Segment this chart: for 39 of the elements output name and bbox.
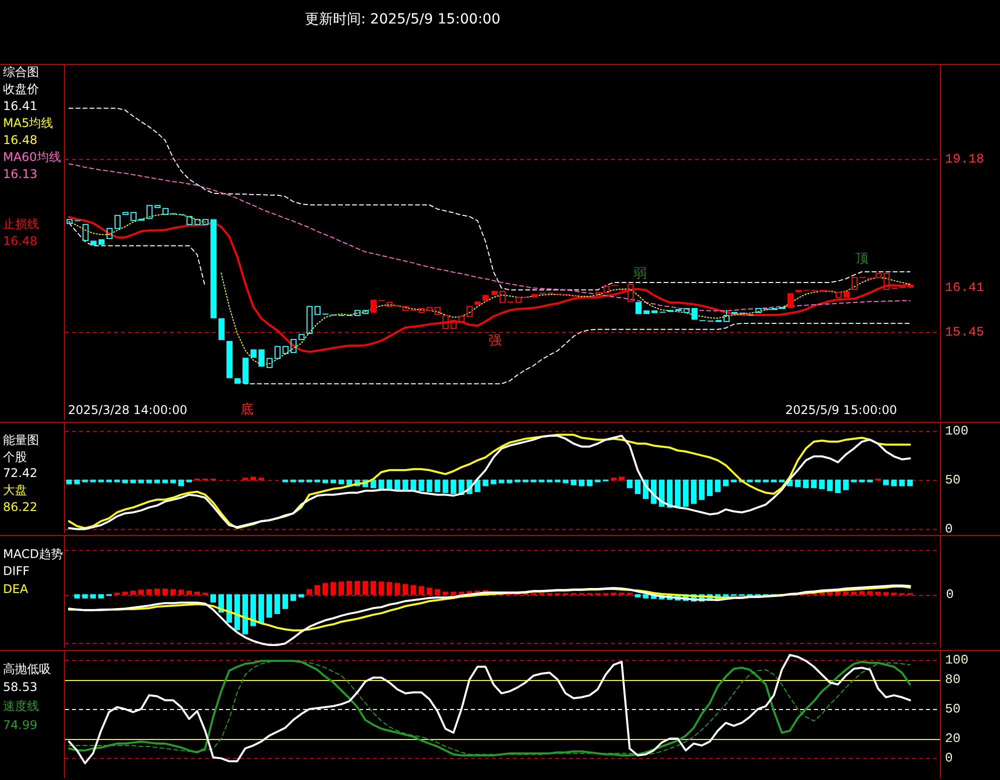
text: 速度线 — [3, 699, 39, 714]
text: DEA — [3, 582, 29, 596]
y-tick-label: 80 — [945, 672, 961, 687]
text: 大盘 — [3, 483, 27, 498]
series-label: MA60均线 — [3, 150, 61, 164]
annotation: 2025/3/28 14:00:00 — [68, 403, 188, 418]
annotation: 弱 — [634, 266, 646, 282]
text: MA5均线 — [3, 116, 54, 130]
text: 能量图 — [3, 433, 39, 448]
text: 更新时间: 2025/5/9 15:00:00 — [305, 12, 500, 28]
text: 高抛低吸 — [3, 662, 51, 676]
y-tick-label: 100 — [945, 652, 968, 668]
text: DIFF — [3, 564, 30, 578]
text: 72.42 — [3, 466, 38, 480]
text: 16.13 — [3, 167, 38, 182]
text: 74.99 — [3, 718, 38, 732]
y-tick-label: 50 — [945, 472, 961, 488]
annotation: 顶 — [856, 251, 868, 266]
y-tick-label: 100 — [945, 423, 968, 438]
y-tick-label: 16.41 — [945, 280, 984, 296]
y-tick-label: 19.18 — [945, 151, 984, 166]
text: 86.22 — [3, 500, 38, 514]
text: 个股 — [3, 450, 27, 464]
y-tick-label: 50 — [945, 702, 961, 717]
y-tick-label: 0 — [945, 522, 953, 537]
annotation: 2025/5/9 15:00:00 — [785, 403, 897, 418]
annotation: 强 — [488, 333, 502, 348]
y-tick-label: 0 — [945, 750, 953, 766]
text: 16.48 — [3, 133, 38, 148]
text: 58.53 — [3, 680, 38, 694]
y-tick-label: 15.45 — [945, 324, 984, 340]
chart-title: 综合图 — [3, 65, 39, 80]
text: 16.41 — [3, 99, 38, 114]
text: 收盘价 — [3, 82, 39, 96]
y-tick-label: 20 — [945, 731, 961, 746]
text: 止损线 — [3, 217, 39, 232]
annotation: 底 — [240, 402, 254, 418]
text: 16.48 — [3, 234, 38, 248]
chart-title: MACD趋势 — [3, 547, 63, 562]
